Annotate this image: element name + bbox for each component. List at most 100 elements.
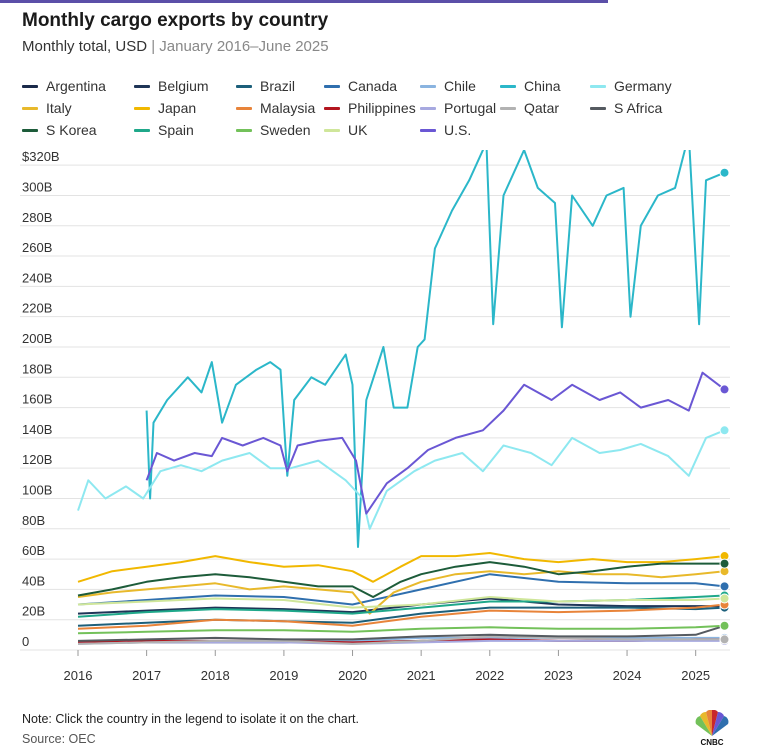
top-accent-line <box>0 0 608 3</box>
y-tick-label: 100B <box>22 482 52 497</box>
legend-swatch <box>420 128 436 132</box>
series-line-spain[interactable] <box>77 594 725 618</box>
series-line-china[interactable] <box>145 150 725 548</box>
chart-note: Note: Click the country in the legend to… <box>22 712 359 726</box>
y-tick-label: 180B <box>22 361 52 376</box>
legend-item-belgium[interactable]: Belgium <box>134 78 209 94</box>
legend-swatch <box>22 84 38 88</box>
legend-label: Portugal <box>444 100 497 116</box>
legend-label: Argentina <box>46 78 106 94</box>
peacock-icon <box>695 709 729 736</box>
chart-source: Source: OEC <box>22 732 96 746</box>
y-tick-label: 80B <box>22 513 45 528</box>
legend-swatch <box>134 106 150 110</box>
legend-label: Belgium <box>158 78 209 94</box>
legend-label: Spain <box>158 122 194 138</box>
y-tick-label: 20B <box>22 604 45 619</box>
legend-label: Chile <box>444 78 476 94</box>
legend-label: Italy <box>46 100 72 116</box>
legend-item-chile[interactable]: Chile <box>420 78 476 94</box>
series-line-canada[interactable] <box>77 573 725 606</box>
legend-label: Malaysia <box>260 100 316 116</box>
y-tick-label: 0 <box>22 634 29 649</box>
legend-item-malaysia[interactable]: Malaysia <box>236 100 315 116</box>
series-line-japan[interactable] <box>77 552 725 583</box>
legend-swatch <box>324 106 340 110</box>
series-line-brazil[interactable] <box>77 606 725 627</box>
y-tick-label: 160B <box>22 392 52 407</box>
series-line-germany[interactable] <box>77 429 725 530</box>
legend-item-s-africa[interactable]: S Africa <box>590 100 662 116</box>
legend-item-brazil[interactable]: Brazil <box>236 78 295 94</box>
subtitle-main: Monthly total, USD <box>22 38 148 55</box>
y-tick-label: 60B <box>22 543 45 558</box>
y-tick-label: 140B <box>22 422 52 437</box>
legend-swatch <box>236 106 252 110</box>
legend-item-qatar[interactable]: Qatar <box>500 100 559 116</box>
legend-item-germany[interactable]: Germany <box>590 78 672 94</box>
series-line-malaysia[interactable] <box>77 603 725 630</box>
subtitle-separator: | <box>147 38 160 55</box>
series-end-point <box>719 167 730 178</box>
legend-item-u-s[interactable]: U.S. <box>420 122 471 138</box>
chart-title: Monthly cargo exports by country <box>22 10 329 31</box>
legend-swatch <box>236 84 252 88</box>
y-tick-label: 200B <box>22 331 52 346</box>
subtitle-range: January 2016–June 2025 <box>159 38 329 55</box>
legend-label: Qatar <box>524 100 560 116</box>
x-tick-label: 2025 <box>681 668 710 683</box>
legend-swatch <box>134 84 150 88</box>
legend-swatch <box>22 128 38 132</box>
x-tick-label: 2016 <box>64 668 93 683</box>
legend-item-spain[interactable]: Spain <box>134 122 194 138</box>
x-tick-label: 2018 <box>201 668 230 683</box>
line-chart: 0 20B 40B 60B 80B 100B 120B 140B 160B 180B 200B 220… <box>20 150 730 683</box>
series-end-point <box>719 581 730 592</box>
legend-label: U.S. <box>444 122 472 138</box>
logo-text: CNBC <box>700 738 724 747</box>
legend-label: China <box>524 78 561 94</box>
series-line-uk[interactable] <box>77 596 725 609</box>
cnbc-logo: CNBC <box>690 709 734 750</box>
legend-item-sweden[interactable]: Sweden <box>236 122 311 138</box>
legend-swatch <box>500 84 516 88</box>
y-tick-label: 240B <box>22 270 52 285</box>
legend-swatch <box>420 84 436 88</box>
legend-item-canada[interactable]: Canada <box>324 78 397 94</box>
legend-item-argentina[interactable]: Argentina <box>22 78 106 94</box>
series-line-s-korea[interactable] <box>77 561 725 598</box>
series-end-point <box>719 558 730 569</box>
series-line-italy[interactable] <box>77 570 725 615</box>
series-line-u-s[interactable] <box>145 371 726 515</box>
y-tick-label: 40B <box>22 573 45 588</box>
legend-swatch <box>134 128 150 132</box>
series-line-s-africa[interactable] <box>77 624 725 642</box>
legend-swatch <box>590 84 606 88</box>
legend-label: UK <box>348 122 368 138</box>
series-end-point <box>719 593 730 604</box>
legend-item-china[interactable]: China <box>500 78 561 94</box>
legend-swatch <box>420 106 436 110</box>
series-end-point <box>719 620 730 631</box>
legend-swatch <box>324 128 340 132</box>
legend-item-s-korea[interactable]: S Korea <box>22 122 97 138</box>
legend-item-philippines[interactable]: Philippines <box>324 100 416 116</box>
x-tick-label: 2017 <box>132 668 161 683</box>
legend-swatch <box>590 106 606 110</box>
y-tick-label: 280B <box>22 210 52 225</box>
legend-item-italy[interactable]: Italy <box>22 100 72 116</box>
x-tick-label: 2021 <box>407 668 436 683</box>
legend-item-uk[interactable]: UK <box>324 122 367 138</box>
y-tick-label: 220B <box>22 301 52 316</box>
series-line-qatar[interactable] <box>77 635 725 645</box>
legend-item-japan[interactable]: Japan <box>134 100 196 116</box>
legend-label: S Korea <box>46 122 97 138</box>
series-line-sweden[interactable] <box>77 624 725 635</box>
legend-item-portugal[interactable]: Portugal <box>420 100 496 116</box>
legend-label: Sweden <box>260 122 311 138</box>
x-tick-label: 2022 <box>475 668 504 683</box>
chart-subtitle: Monthly total, USD | January 2016–June 2… <box>22 38 329 55</box>
y-tick-label: 300B <box>22 179 52 194</box>
legend-label: Philippines <box>348 100 416 116</box>
legend-swatch <box>236 128 252 132</box>
